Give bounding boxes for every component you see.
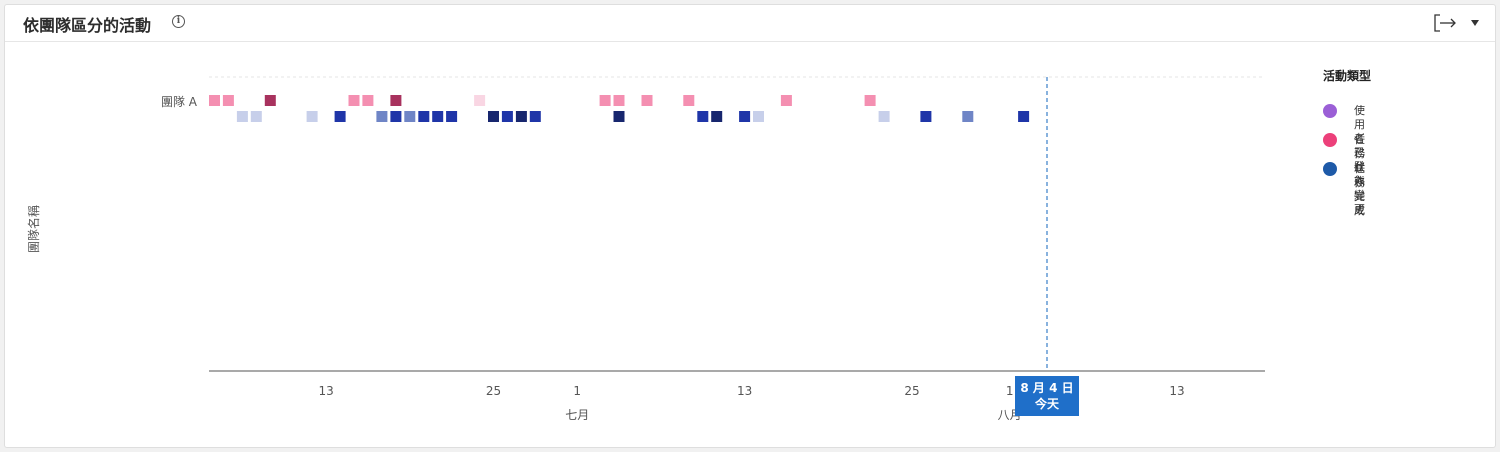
legend-item-user-login[interactable]: 使用者已登入 [1323, 104, 1371, 187]
x-tick-label: 1 [1006, 384, 1014, 398]
legend-item-task-done[interactable]: 任務完成 [1323, 162, 1371, 217]
status-change-cell[interactable] [390, 95, 402, 106]
page-title: 依團隊區分的活動 [23, 16, 152, 35]
task-done-cell[interactable] [334, 111, 346, 122]
x-tick-label: 13 [737, 384, 752, 398]
task-done-cell[interactable] [390, 111, 402, 122]
activity-card: 依團隊區分的活動 i 13 25 1 13 25 1 13 七月 八月 8 月 4 日今天 團隊名… [4, 4, 1496, 448]
task-done-cell[interactable] [515, 111, 527, 122]
x-tick-label: 13 [318, 384, 333, 398]
task-done-cell[interactable] [1018, 111, 1030, 122]
status-change-cell[interactable] [222, 95, 234, 106]
task-done-cell[interactable] [613, 111, 625, 122]
status-change-cell[interactable] [613, 95, 625, 106]
task-done-cell[interactable] [753, 111, 764, 122]
today-sub-label: 今天 [1034, 396, 1060, 411]
x-tick-label: 1 [573, 384, 581, 398]
legend-swatch [1323, 133, 1337, 147]
status-change-cell[interactable] [641, 95, 653, 106]
legend-swatch [1323, 162, 1337, 176]
card-header: 依團隊區分的活動 i [5, 5, 1495, 42]
status-change-cell[interactable] [362, 95, 374, 106]
status-change-cell[interactable] [348, 95, 360, 106]
task-done-cell[interactable] [250, 111, 262, 122]
x-tick-label: 25 [904, 384, 919, 398]
status-change-cell[interactable] [209, 95, 220, 106]
task-done-cell[interactable] [236, 111, 248, 122]
status-change-cell[interactable] [683, 95, 695, 106]
status-change-cell[interactable] [264, 95, 276, 106]
legend-label: 任務狀態變更 [1354, 133, 1365, 216]
task-done-cell[interactable] [418, 111, 430, 122]
export-icon [1434, 14, 1456, 32]
task-done-cell[interactable] [306, 111, 318, 122]
task-done-cell[interactable] [697, 111, 709, 122]
x-month-label: 七月 [565, 408, 589, 422]
x-tick-label: 25 [486, 384, 501, 398]
y-axis-label: 團隊名稱 [26, 205, 41, 253]
task-done-cell[interactable] [739, 111, 751, 122]
info-icon[interactable]: i [172, 15, 185, 28]
task-done-cell[interactable] [878, 111, 890, 122]
y-tick-label-team-a: 團隊 A [161, 94, 198, 109]
task-done-cell[interactable] [488, 111, 499, 122]
task-done-cell[interactable] [404, 111, 416, 122]
export-button[interactable] [1433, 11, 1479, 35]
legend-swatch [1323, 104, 1337, 118]
legend-label: 使用者已登入 [1354, 104, 1365, 187]
task-done-cell[interactable] [920, 111, 932, 122]
today-badge [1015, 376, 1079, 416]
legend-label: 任務完成 [1354, 162, 1365, 217]
task-done-cell[interactable] [711, 111, 723, 122]
task-done-cell[interactable] [432, 111, 444, 122]
task-done-cell[interactable] [446, 111, 458, 122]
x-tick-label: 13 [1169, 384, 1184, 398]
task-done-cell[interactable] [962, 111, 974, 122]
legend-item-status-change[interactable]: 任務狀態變更 [1323, 133, 1371, 216]
task-done-cell[interactable] [376, 111, 388, 122]
status-change-cell[interactable] [474, 95, 486, 106]
status-change-cell[interactable] [599, 95, 611, 106]
task-done-cell[interactable] [529, 111, 541, 122]
legend-title: 活動類型 [1323, 69, 1372, 83]
task-done-cell[interactable] [501, 111, 513, 122]
chevron-down-icon [1471, 20, 1479, 26]
today-date-label: 8 月 4 日 [1020, 381, 1073, 395]
legend: 活動類型 使用者已登入 任務狀態變更 任務完成 [1323, 67, 1372, 217]
status-change-cell[interactable] [780, 95, 792, 106]
status-change-cell[interactable] [864, 95, 876, 106]
